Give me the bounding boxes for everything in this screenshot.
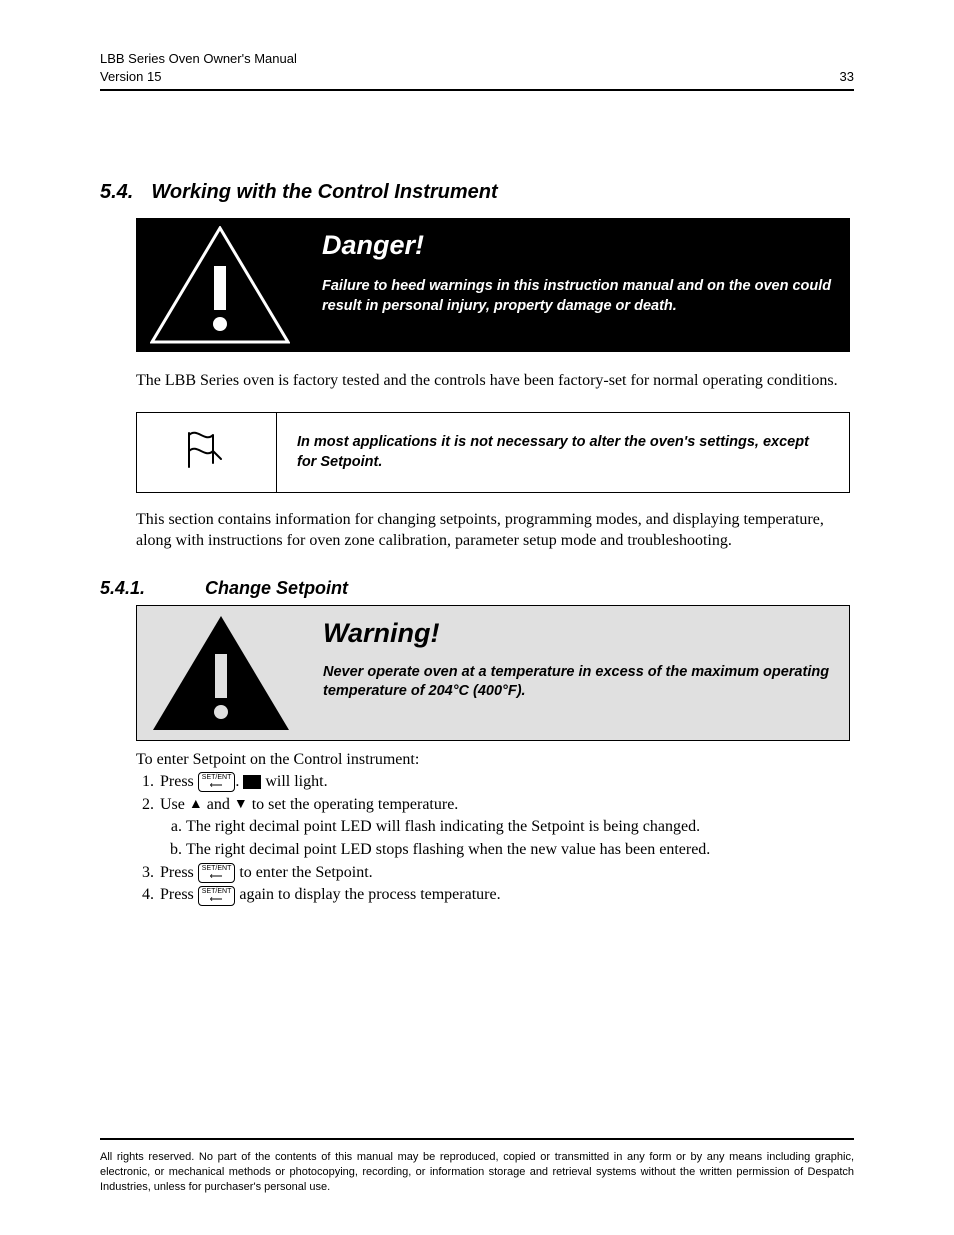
danger-icon-cell: [136, 218, 304, 352]
list-item: Use ▲ and ▼ to set the operating tempera…: [158, 794, 854, 862]
paragraph-1: The LBB Series oven is factory tested an…: [136, 370, 854, 392]
danger-title: Danger!: [322, 230, 832, 261]
setpoint-steps: Press SET/ENT⟵. will light. Use ▲ and ▼ …: [136, 771, 854, 907]
setent-key-icon: SET/ENT⟵: [198, 863, 236, 883]
warning-icon-cell: [137, 606, 305, 740]
danger-body: Failure to heed warnings in this instruc…: [322, 277, 832, 316]
doc-version: Version 15: [100, 68, 297, 86]
list-item: The right decimal point LED will flash i…: [186, 816, 854, 839]
note-icon-cell: [137, 412, 277, 492]
warning-text: Warning! Never operate oven at a tempera…: [305, 606, 849, 740]
page-header: LBB Series Oven Owner's Manual Version 1…: [100, 50, 854, 91]
note-callout: In most applications it is not necessary…: [136, 412, 850, 493]
step-text: Press: [160, 886, 198, 903]
danger-triangle-icon: [150, 226, 290, 344]
up-arrow-icon: ▲: [189, 798, 203, 812]
setpoint-intro: To enter Setpoint on the Control instrum…: [136, 751, 854, 769]
step-text: to set the operating temperature.: [248, 796, 459, 813]
list-item: Press SET/ENT⟵ again to display the proc…: [158, 884, 854, 907]
led-block-icon: [243, 775, 261, 789]
warning-callout: Warning! Never operate oven at a tempera…: [136, 605, 850, 741]
doc-title: LBB Series Oven Owner's Manual: [100, 50, 297, 68]
setent-key-icon: SET/ENT⟵: [198, 886, 236, 906]
down-arrow-icon: ▼: [234, 798, 248, 812]
list-item: The right decimal point LED stops flashi…: [186, 839, 854, 862]
list-item: Press SET/ENT⟵. will light.: [158, 771, 854, 794]
danger-text: Danger! Failure to heed warnings in this…: [304, 218, 850, 352]
step-text: Use: [160, 796, 189, 813]
note-text: In most applications it is not necessary…: [297, 432, 829, 473]
section-heading: 5.4. Working with the Control Instrument: [100, 181, 854, 204]
substeps: The right decimal point LED will flash i…: [160, 816, 854, 861]
header-left: LBB Series Oven Owner's Manual Version 1…: [100, 50, 297, 85]
page-footer: All rights reserved. No part of the cont…: [100, 1138, 854, 1195]
warning-body: Never operate oven at a temperature in e…: [323, 663, 831, 702]
step-text: Press: [160, 864, 198, 881]
section-num: 5.4.: [100, 181, 133, 204]
paragraph-2: This section contains information for ch…: [136, 509, 854, 552]
step-text: will light.: [261, 773, 327, 790]
step-text: .: [235, 773, 243, 790]
step-text: again to display the process temperature…: [235, 886, 500, 903]
step-text: Press: [160, 773, 198, 790]
warning-triangle-icon: [151, 614, 291, 732]
subsection-heading: 5.4.1. Change Setpoint: [100, 578, 854, 599]
flag-icon: [183, 429, 231, 471]
page-number: 33: [840, 68, 854, 86]
subsection-num: 5.4.1.: [100, 578, 145, 599]
step-text: and: [203, 796, 234, 813]
warning-title: Warning!: [323, 618, 831, 649]
step-text: to enter the Setpoint.: [235, 864, 372, 881]
setent-key-icon: SET/ENT⟵: [198, 772, 236, 792]
list-item: Press SET/ENT⟵ to enter the Setpoint.: [158, 862, 854, 885]
note-text-cell: In most applications it is not necessary…: [277, 412, 850, 492]
subsection-title: Change Setpoint: [205, 578, 348, 599]
section-title: Working with the Control Instrument: [151, 181, 497, 204]
danger-callout: Danger! Failure to heed warnings in this…: [136, 218, 850, 352]
